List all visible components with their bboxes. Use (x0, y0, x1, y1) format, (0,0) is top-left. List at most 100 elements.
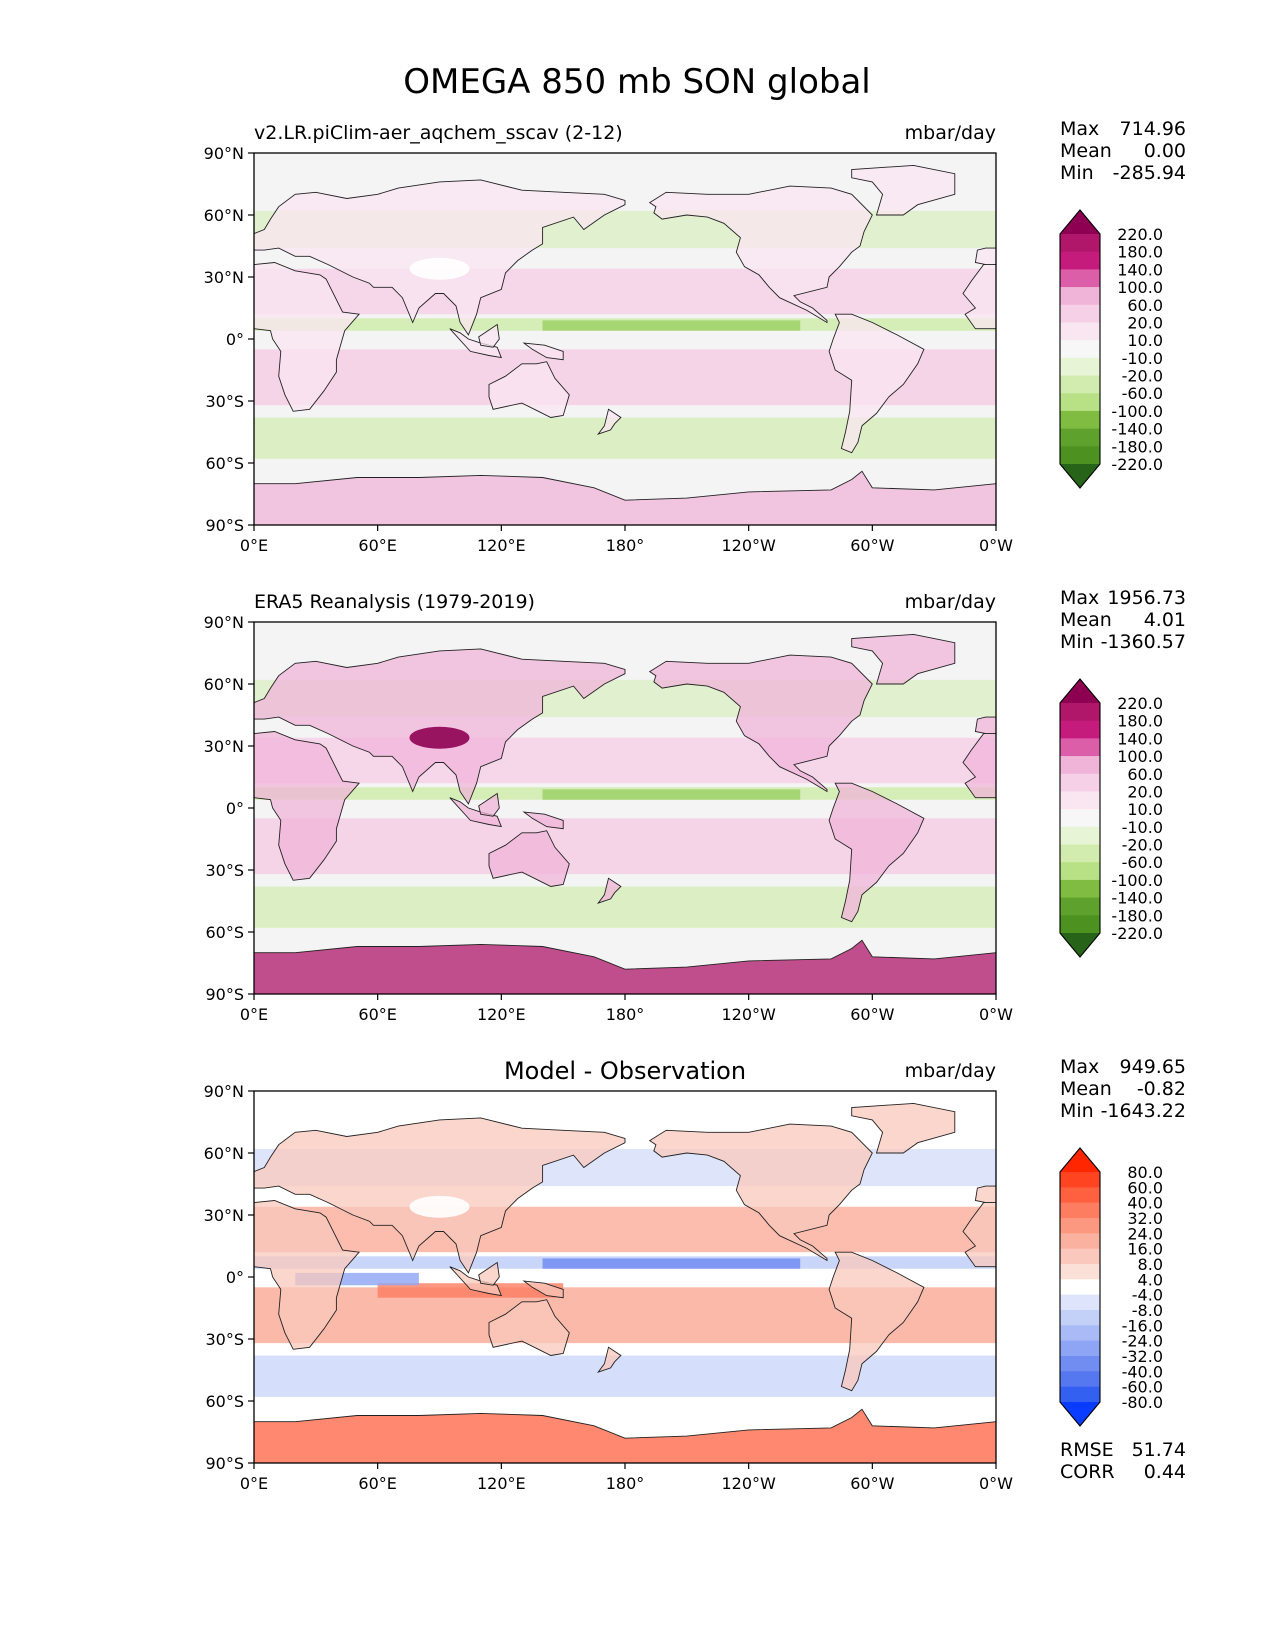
colorbar-bin (1060, 1248, 1100, 1265)
shading-band (254, 886, 996, 928)
colorbar-label: -140.0 (1111, 889, 1163, 908)
colorbar-bin (1060, 720, 1100, 739)
lon-tick-label: 60°E (358, 1474, 396, 1493)
lat-tick-label: 90°N (204, 144, 244, 163)
colorbar-label: 10.0 (1127, 800, 1163, 819)
coastline (596, 877, 622, 904)
colorbar-extend-top (1060, 679, 1100, 703)
colorbar-bin (1060, 1264, 1100, 1280)
coastline (488, 1299, 570, 1356)
colorbar-label: 140.0 (1117, 729, 1163, 748)
colorbar-label: 8.0 (1138, 1255, 1163, 1274)
coastline (254, 470, 996, 525)
colorbar-bin (1060, 410, 1100, 430)
colorbar-bin (1060, 1233, 1100, 1250)
stat-value: -0.82 (1137, 1078, 1186, 1100)
colorbar-label: 40.0 (1127, 1194, 1163, 1213)
coastline (828, 782, 925, 923)
colorbar-label: -100.0 (1111, 871, 1163, 890)
coastline (254, 939, 996, 994)
lat-tick-label: 30°N (204, 268, 244, 287)
colorbar-bin (1060, 879, 1100, 899)
coastline (962, 733, 996, 799)
colorbar-label: 220.0 (1117, 694, 1163, 713)
stat-value: -285.94 (1113, 162, 1186, 184)
panels: v2.LR.piClim-aer_aqchem_sscav (2-12) mbar… (204, 118, 1186, 1493)
colorbar-label: 10.0 (1127, 331, 1163, 350)
colorbar: 80.060.040.032.024.016.08.04.0-4.0-8.0-1… (1059, 1147, 1163, 1427)
lon-tick-label: 120°E (477, 1474, 526, 1493)
shading-band (542, 320, 801, 331)
colorbar-label: -220.0 (1111, 455, 1163, 474)
colorbar-label: -220.0 (1111, 924, 1163, 943)
lat-tick-label: 90°N (204, 1082, 244, 1101)
colorbar-label: 180.0 (1117, 712, 1163, 731)
colorbar-bin (1060, 269, 1100, 288)
colorbar-label: -10.0 (1122, 349, 1163, 368)
lon-tick-label: 120°W (721, 536, 776, 555)
lon-tick-label: 60°W (850, 1474, 894, 1493)
lon-tick-label: 120°W (721, 1474, 776, 1493)
colorbar-bin (1060, 1340, 1100, 1357)
coastline (974, 716, 996, 735)
colorbar-label: 4.0 (1138, 1270, 1163, 1289)
panel-units: mbar/day (905, 591, 996, 613)
coastline (648, 185, 873, 324)
panel-units: mbar/day (905, 122, 996, 144)
colorbar-bin (1060, 251, 1100, 270)
colorbar-bin (1060, 1294, 1100, 1311)
shading-band (377, 1283, 564, 1298)
colorbar-bin (1060, 357, 1100, 377)
colorbar-label: -8.0 (1132, 1301, 1163, 1320)
shading-band (254, 1355, 996, 1397)
plateau-region (409, 726, 470, 749)
lat-tick-label: 90°N (204, 613, 244, 632)
lon-tick-label: 0°E (240, 1005, 268, 1024)
coastline (962, 1202, 996, 1268)
colorbar-label: -10.0 (1122, 818, 1163, 837)
colorbar-label: -180.0 (1111, 437, 1163, 456)
lon-tick-label: 60°W (850, 536, 894, 555)
stat-value: 4.01 (1144, 609, 1186, 631)
lat-tick-label: 90°S (205, 516, 244, 535)
coastline (254, 262, 360, 412)
coastline (851, 1102, 956, 1154)
coastline (828, 313, 925, 454)
lat-tick-label: 90°S (205, 985, 244, 1004)
panel-2: ERA5 Reanalysis (1979-2019) mbar/day 90°N 6… (204, 587, 1186, 1024)
colorbar-label: -60.0 (1122, 1378, 1163, 1397)
colorbar-bin (1060, 1279, 1100, 1296)
coastline (596, 408, 622, 435)
lon-tick-label: 0°W (979, 1005, 1013, 1024)
panel-units: mbar/day (905, 1060, 996, 1082)
stat-value: 51.74 (1132, 1439, 1186, 1461)
stat-value: 0.00 (1144, 140, 1186, 162)
figure-title: OMEGA 850 mb SON global (403, 62, 870, 102)
colorbar-bin (1060, 809, 1100, 828)
colorbar-extend-top (1060, 1148, 1100, 1172)
colorbar-bin (1060, 1202, 1100, 1219)
colorbar-label: 100.0 (1117, 747, 1163, 766)
map-field (254, 1091, 996, 1463)
plateau-region (409, 257, 470, 280)
stat-value: 714.96 (1120, 118, 1186, 140)
lon-tick-label: 60°E (358, 536, 396, 555)
lat-tick-label: 30°S (205, 392, 244, 411)
lon-tick-label: 0°E (240, 536, 268, 555)
coastline (449, 328, 503, 359)
lat-tick-label: 0° (226, 1268, 244, 1287)
stat-label: RMSE (1060, 1439, 1114, 1461)
colorbar-label: 140.0 (1117, 260, 1163, 279)
colorbar-outline (1059, 678, 1101, 958)
coastline (974, 1185, 996, 1204)
colorbar-label: -32.0 (1122, 1347, 1163, 1366)
panel-3: Model - Observation mbar/day 90°N 60°N 30°N 0… (204, 1056, 1186, 1493)
coastline (478, 1261, 500, 1286)
colorbar-label: 80.0 (1127, 1163, 1163, 1182)
colorbar-label: 20.0 (1127, 313, 1163, 332)
lon-tick-label: 0°E (240, 1474, 268, 1493)
colorbar-bin (1060, 340, 1100, 359)
colorbar-label: 100.0 (1117, 278, 1163, 297)
colorbar-label: -80.0 (1122, 1393, 1163, 1412)
